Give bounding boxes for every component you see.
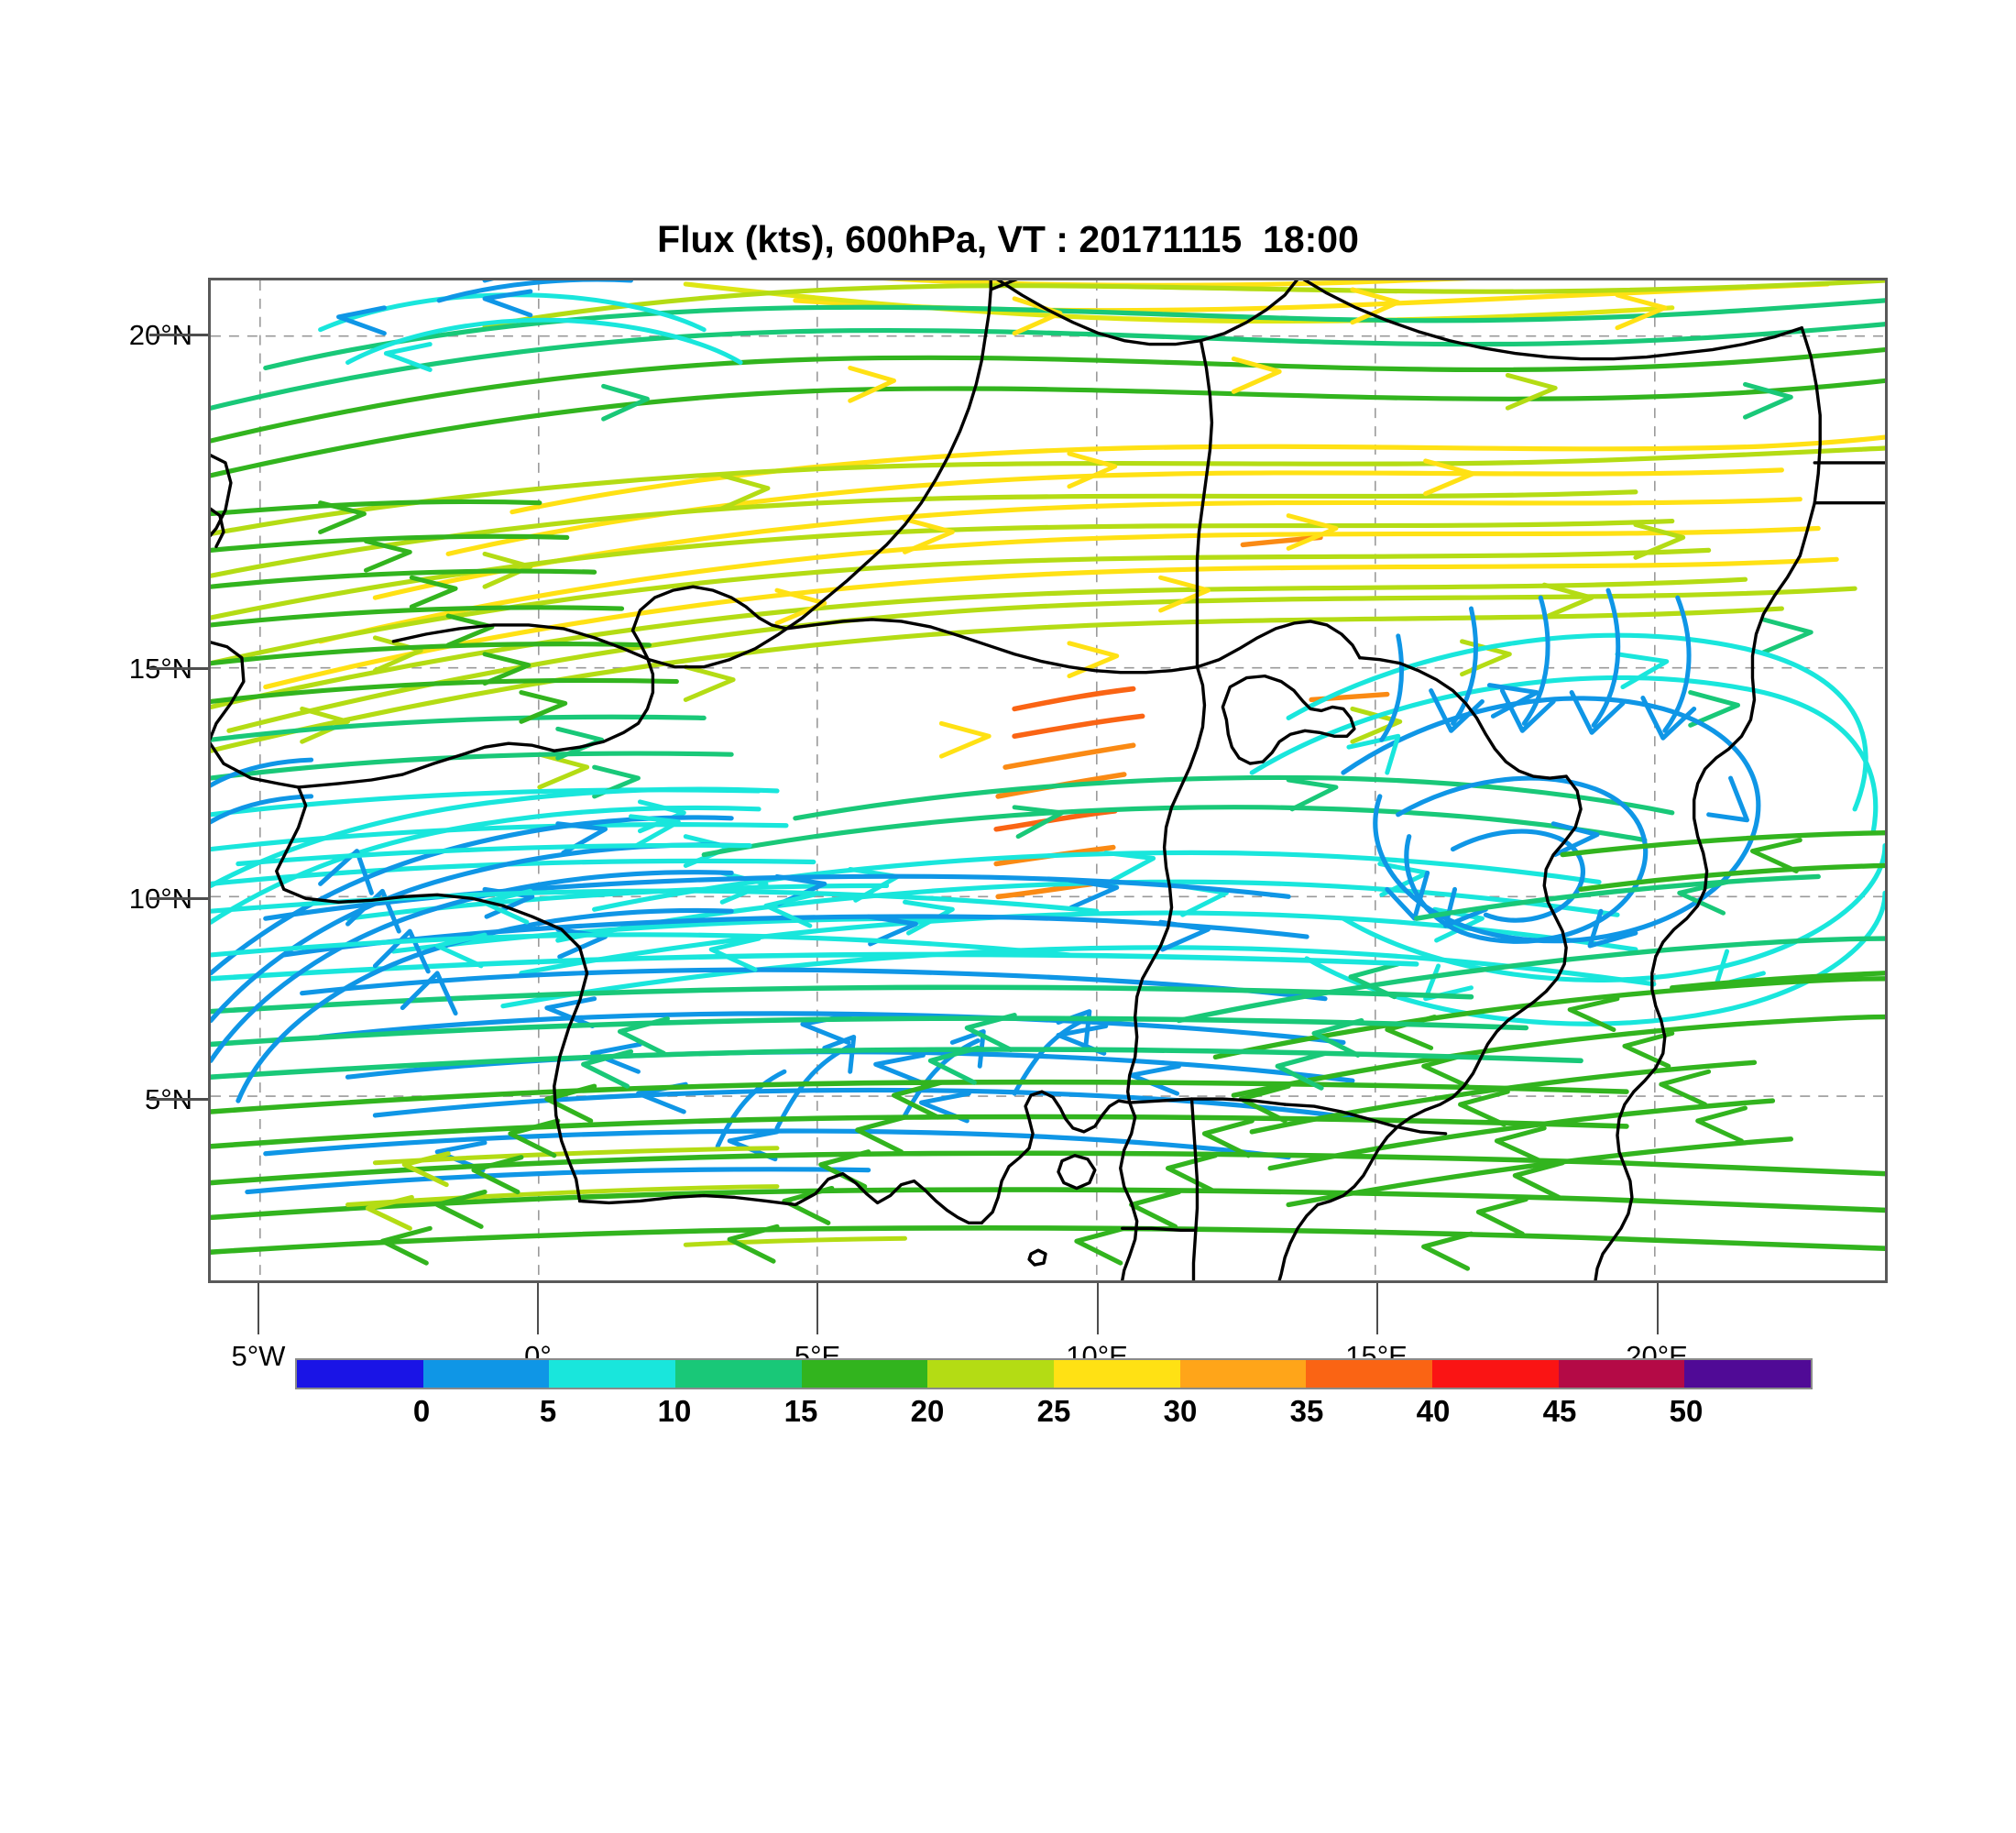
ytick-mark-10n — [149, 897, 208, 900]
streamlines-northern-jet — [211, 280, 1885, 900]
colorbar-tick-10: 10 — [657, 1394, 692, 1428]
colorbar-tick-30: 30 — [1163, 1394, 1198, 1428]
xtick-mark-15e — [1376, 1283, 1378, 1334]
colorbar-tick-20: 20 — [910, 1394, 945, 1428]
colorbar-tick-0: 0 — [412, 1394, 431, 1428]
xtick-label-5w: 5°W — [231, 1340, 286, 1372]
streamline-arrows-northwest-eddy — [336, 289, 533, 372]
page-title: Flux (kts), 600hPa, VT : 20171115 18:00 — [657, 218, 1359, 260]
xtick-mark-0 — [537, 1283, 539, 1334]
colorbar-segment-3 — [675, 1360, 802, 1388]
xtick-mark-20e — [1657, 1283, 1659, 1334]
colorbar-segment-9 — [1432, 1360, 1559, 1388]
colorbar-segment-4 — [801, 1360, 928, 1388]
streamlines-east-downflow — [1379, 587, 1692, 742]
ytick-mark-15n — [149, 667, 208, 670]
colorbar-segment-2 — [549, 1360, 676, 1388]
colorbar[interactable] — [295, 1358, 1813, 1389]
colorbar-tick-5: 5 — [539, 1394, 557, 1428]
streamline-arrows-southeast — [1348, 838, 1802, 1164]
streamline-map-svg — [211, 280, 1885, 1280]
map-coastlines-borders — [211, 280, 1885, 1280]
colorbar-segment-7 — [1179, 1360, 1307, 1388]
xtick-mark-10e — [1097, 1283, 1099, 1334]
colorbar-segment-0 — [297, 1360, 423, 1388]
ytick-mark-5n — [149, 1098, 208, 1101]
colorbar-segment-6 — [1054, 1360, 1180, 1388]
streamlines-central-weak — [245, 873, 1364, 1195]
colorbar-segment-1 — [422, 1360, 550, 1388]
colorbar-tick-15: 15 — [783, 1394, 818, 1428]
colorbar-tick-40: 40 — [1416, 1394, 1451, 1428]
colorbar-tick-45: 45 — [1542, 1394, 1577, 1428]
streamline-arrows-west-cyan-return — [434, 888, 816, 972]
colorbar-segment-11 — [1684, 1360, 1812, 1388]
colorbar-segment-10 — [1558, 1360, 1685, 1388]
xtick-mark-5w — [257, 1283, 259, 1334]
streamlines-southern-easterly — [211, 951, 1885, 1255]
map-plot-area[interactable] — [208, 278, 1888, 1283]
streamline-arrows-eastern-vortex — [1346, 652, 1766, 1002]
colorbar-tick-50: 50 — [1669, 1394, 1704, 1428]
streamlines-atlantic-left — [211, 757, 314, 825]
colorbar-tick-25: 25 — [1036, 1394, 1071, 1428]
colorbar-segment-8 — [1306, 1360, 1433, 1388]
xtick-mark-5e — [816, 1283, 818, 1334]
colorbar-segment-5 — [927, 1360, 1055, 1388]
streamline-arrows-sahel — [318, 500, 769, 905]
colorbar-tick-35: 35 — [1289, 1394, 1324, 1428]
ytick-mark-20n — [149, 334, 208, 336]
